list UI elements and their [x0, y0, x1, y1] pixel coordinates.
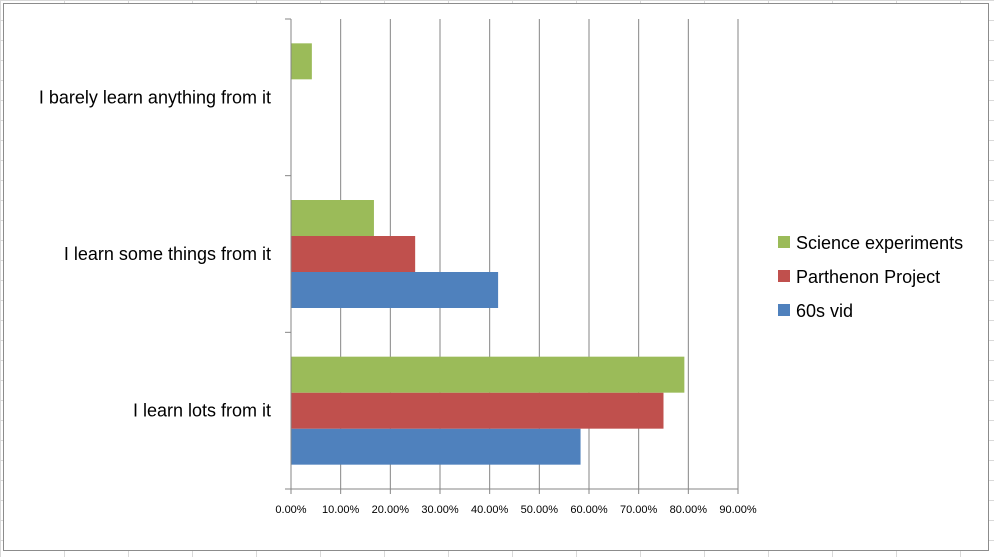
bar-parthenon-project[interactable]	[291, 392, 664, 429]
x-tick-label: 30.00%	[421, 504, 459, 516]
category-labels: I learn lots from it I learn some things …	[39, 87, 271, 420]
bar-chart: 0.00% 10.00% 20.00% 30.00% 40.00% 50.00% 60.00…	[39, 18, 963, 516]
x-tick-labels: 0.00% 10.00% 20.00% 30.00% 40.00% 50.00% 60.00…	[275, 504, 756, 516]
bar-parthenon-project[interactable]	[291, 236, 416, 272]
bar-science-experiments[interactable]	[291, 356, 685, 393]
x-tick-label: 70.00%	[620, 504, 658, 516]
x-tick-label: 90.00%	[719, 504, 757, 516]
category-label: I barely learn anything from it	[39, 87, 271, 107]
legend-label: 60s vid	[796, 301, 853, 321]
x-tick-label: 50.00%	[521, 504, 559, 516]
x-tick-label: 0.00%	[275, 504, 306, 516]
x-tick-label: 20.00%	[372, 504, 410, 516]
chart-area[interactable]: 0.00% 10.00% 20.00% 30.00% 40.00% 50.00% 60.00…	[3, 3, 989, 551]
x-tick-label: 80.00%	[670, 504, 708, 516]
bar-60s-vid[interactable]	[291, 272, 499, 308]
bar-science-experiments[interactable]	[291, 43, 312, 80]
legend-label: Science experiments	[796, 233, 963, 253]
legend: Science experiments Parthenon Project 60s …	[778, 233, 963, 321]
x-tick-label: 40.00%	[471, 504, 509, 516]
legend-swatch	[778, 304, 790, 316]
bar-60s-vid[interactable]	[291, 428, 581, 465]
legend-swatch	[778, 270, 790, 282]
bars	[291, 43, 685, 465]
x-tick-label: 60.00%	[570, 504, 608, 516]
bar-science-experiments[interactable]	[291, 200, 374, 236]
category-label: I learn some things from it	[64, 244, 271, 264]
axes	[285, 18, 739, 494]
legend-swatch	[778, 236, 790, 248]
x-tick-label: 10.00%	[322, 504, 360, 516]
legend-label: Parthenon Project	[796, 267, 940, 287]
category-label: I learn lots from it	[133, 401, 271, 421]
